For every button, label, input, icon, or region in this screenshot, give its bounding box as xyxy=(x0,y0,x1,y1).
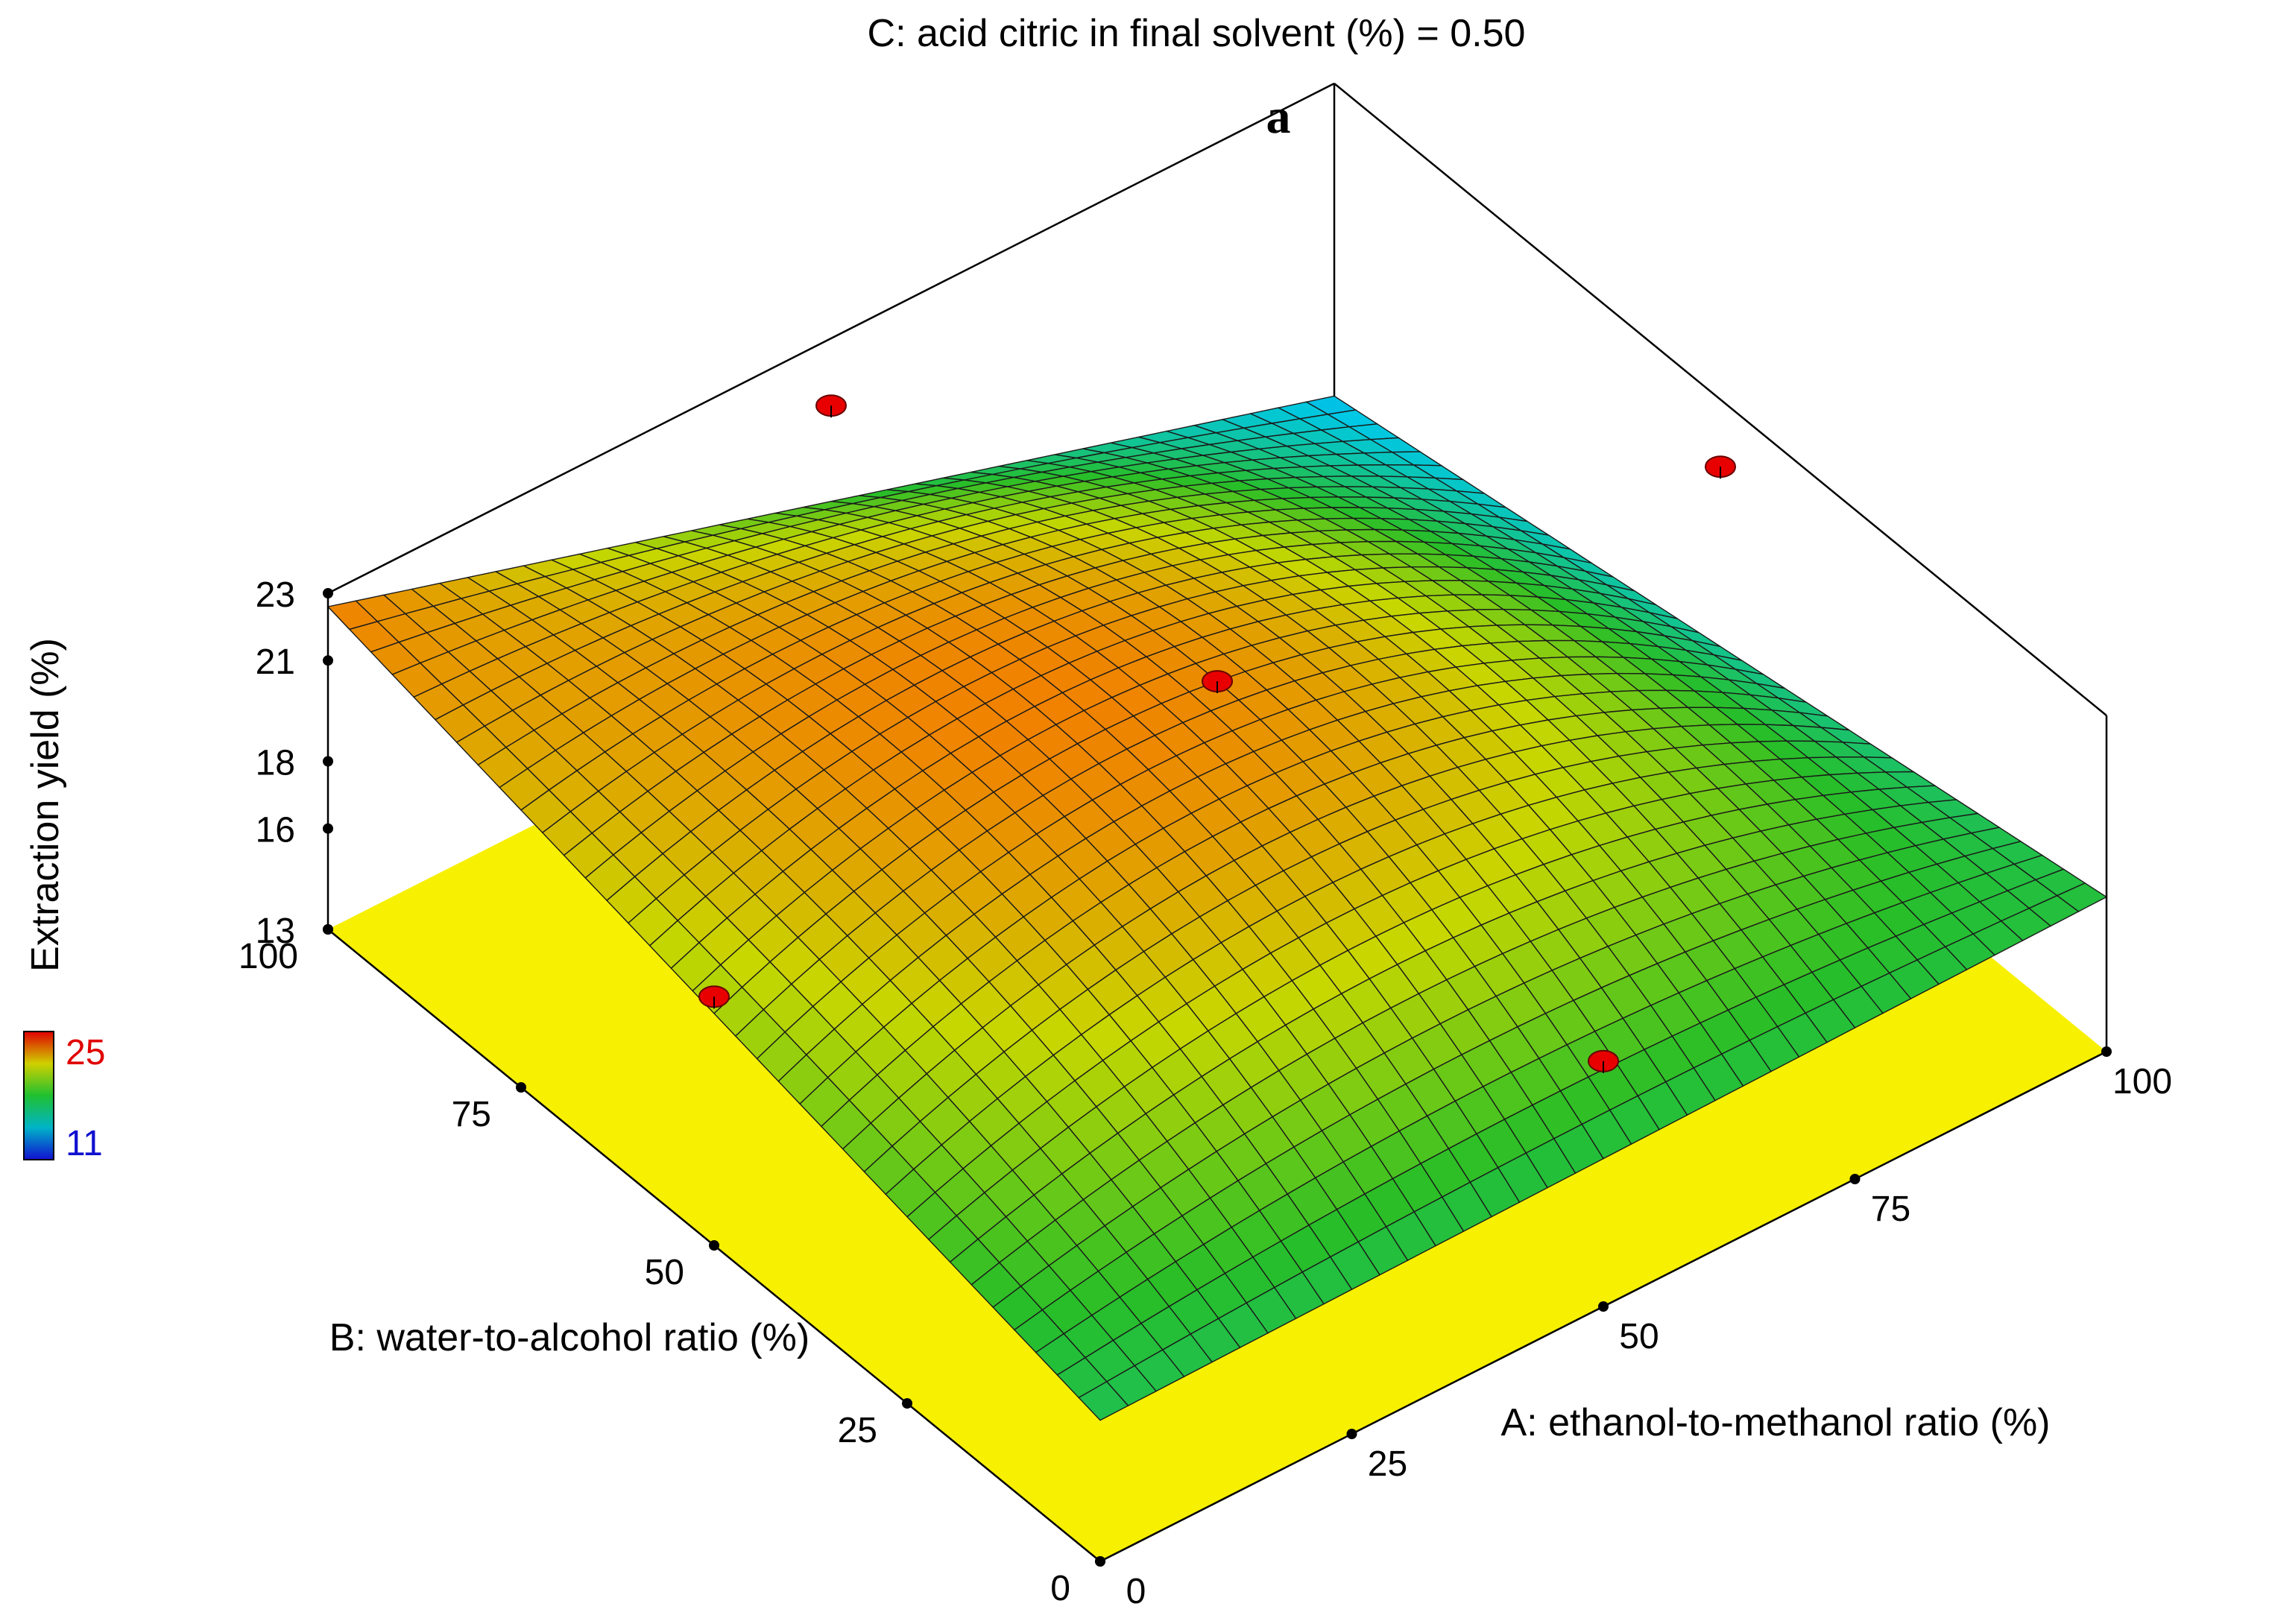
box-edge xyxy=(1334,83,2107,716)
response-surface xyxy=(326,395,2108,1421)
y-tick-label: 25 xyxy=(838,1411,877,1450)
y-tick-label: 100 xyxy=(239,937,298,976)
design-point xyxy=(1202,670,1233,694)
y-tick-label: 50 xyxy=(645,1253,684,1292)
z-tick-mark xyxy=(323,823,333,834)
color-scale-legend: 25 11 xyxy=(23,1031,105,1163)
x-tick-mark xyxy=(1346,1429,1357,1439)
plot-box-back xyxy=(327,82,2107,716)
surface-cell xyxy=(1078,1380,1129,1421)
color-scale-max: 25 xyxy=(66,1033,105,1072)
z-tick-label: 21 xyxy=(256,642,295,682)
y-tick-mark xyxy=(516,1082,526,1093)
x-tick-mark xyxy=(2101,1046,2112,1057)
x-tick-label: 100 xyxy=(2112,1062,2172,1102)
color-scale-bar xyxy=(23,1031,54,1160)
z-tick-label: 18 xyxy=(256,744,295,783)
x-tick-label: 0 xyxy=(1126,1572,1146,1611)
z-tick-mark xyxy=(323,756,333,767)
design-point xyxy=(698,985,730,1009)
y-tick-label: 0 xyxy=(1050,1569,1070,1608)
x-tick-mark xyxy=(1598,1301,1609,1312)
z-axis-label: Extraction yield (%) xyxy=(24,638,67,972)
z-tick-label: 16 xyxy=(256,811,295,850)
x-axis-label: A: ethanol-to-methanol ratio (%) xyxy=(1500,1401,2050,1444)
design-point xyxy=(1588,1049,1619,1073)
x-tick-label: 50 xyxy=(1619,1317,1659,1356)
y-axis-label: B: water-to-alcohol ratio (%) xyxy=(329,1316,810,1359)
y-tick-label: 75 xyxy=(452,1095,491,1134)
design-point xyxy=(1705,455,1736,479)
z-tick-label: 23 xyxy=(256,575,295,615)
design-point xyxy=(815,394,847,418)
box-edge xyxy=(327,82,1335,595)
z-tick-mark xyxy=(323,588,333,598)
x-tick-label: 75 xyxy=(1871,1189,1910,1229)
design-points xyxy=(698,394,1736,1073)
z-tick-mark xyxy=(323,655,333,666)
y-tick-mark xyxy=(709,1240,719,1251)
z-tick-label: 13 xyxy=(256,911,295,951)
color-scale-min: 11 xyxy=(66,1124,103,1163)
chart-title: C: acid citric in final solvent (%) = 0.… xyxy=(868,12,1526,55)
y-tick-mark xyxy=(902,1398,912,1409)
x-tick-label: 25 xyxy=(1368,1444,1407,1484)
y-tick-mark xyxy=(1095,1556,1105,1567)
z-tick-mark xyxy=(323,924,333,935)
panel-label: a xyxy=(1266,89,1291,144)
x-tick-mark xyxy=(1849,1174,1861,1184)
